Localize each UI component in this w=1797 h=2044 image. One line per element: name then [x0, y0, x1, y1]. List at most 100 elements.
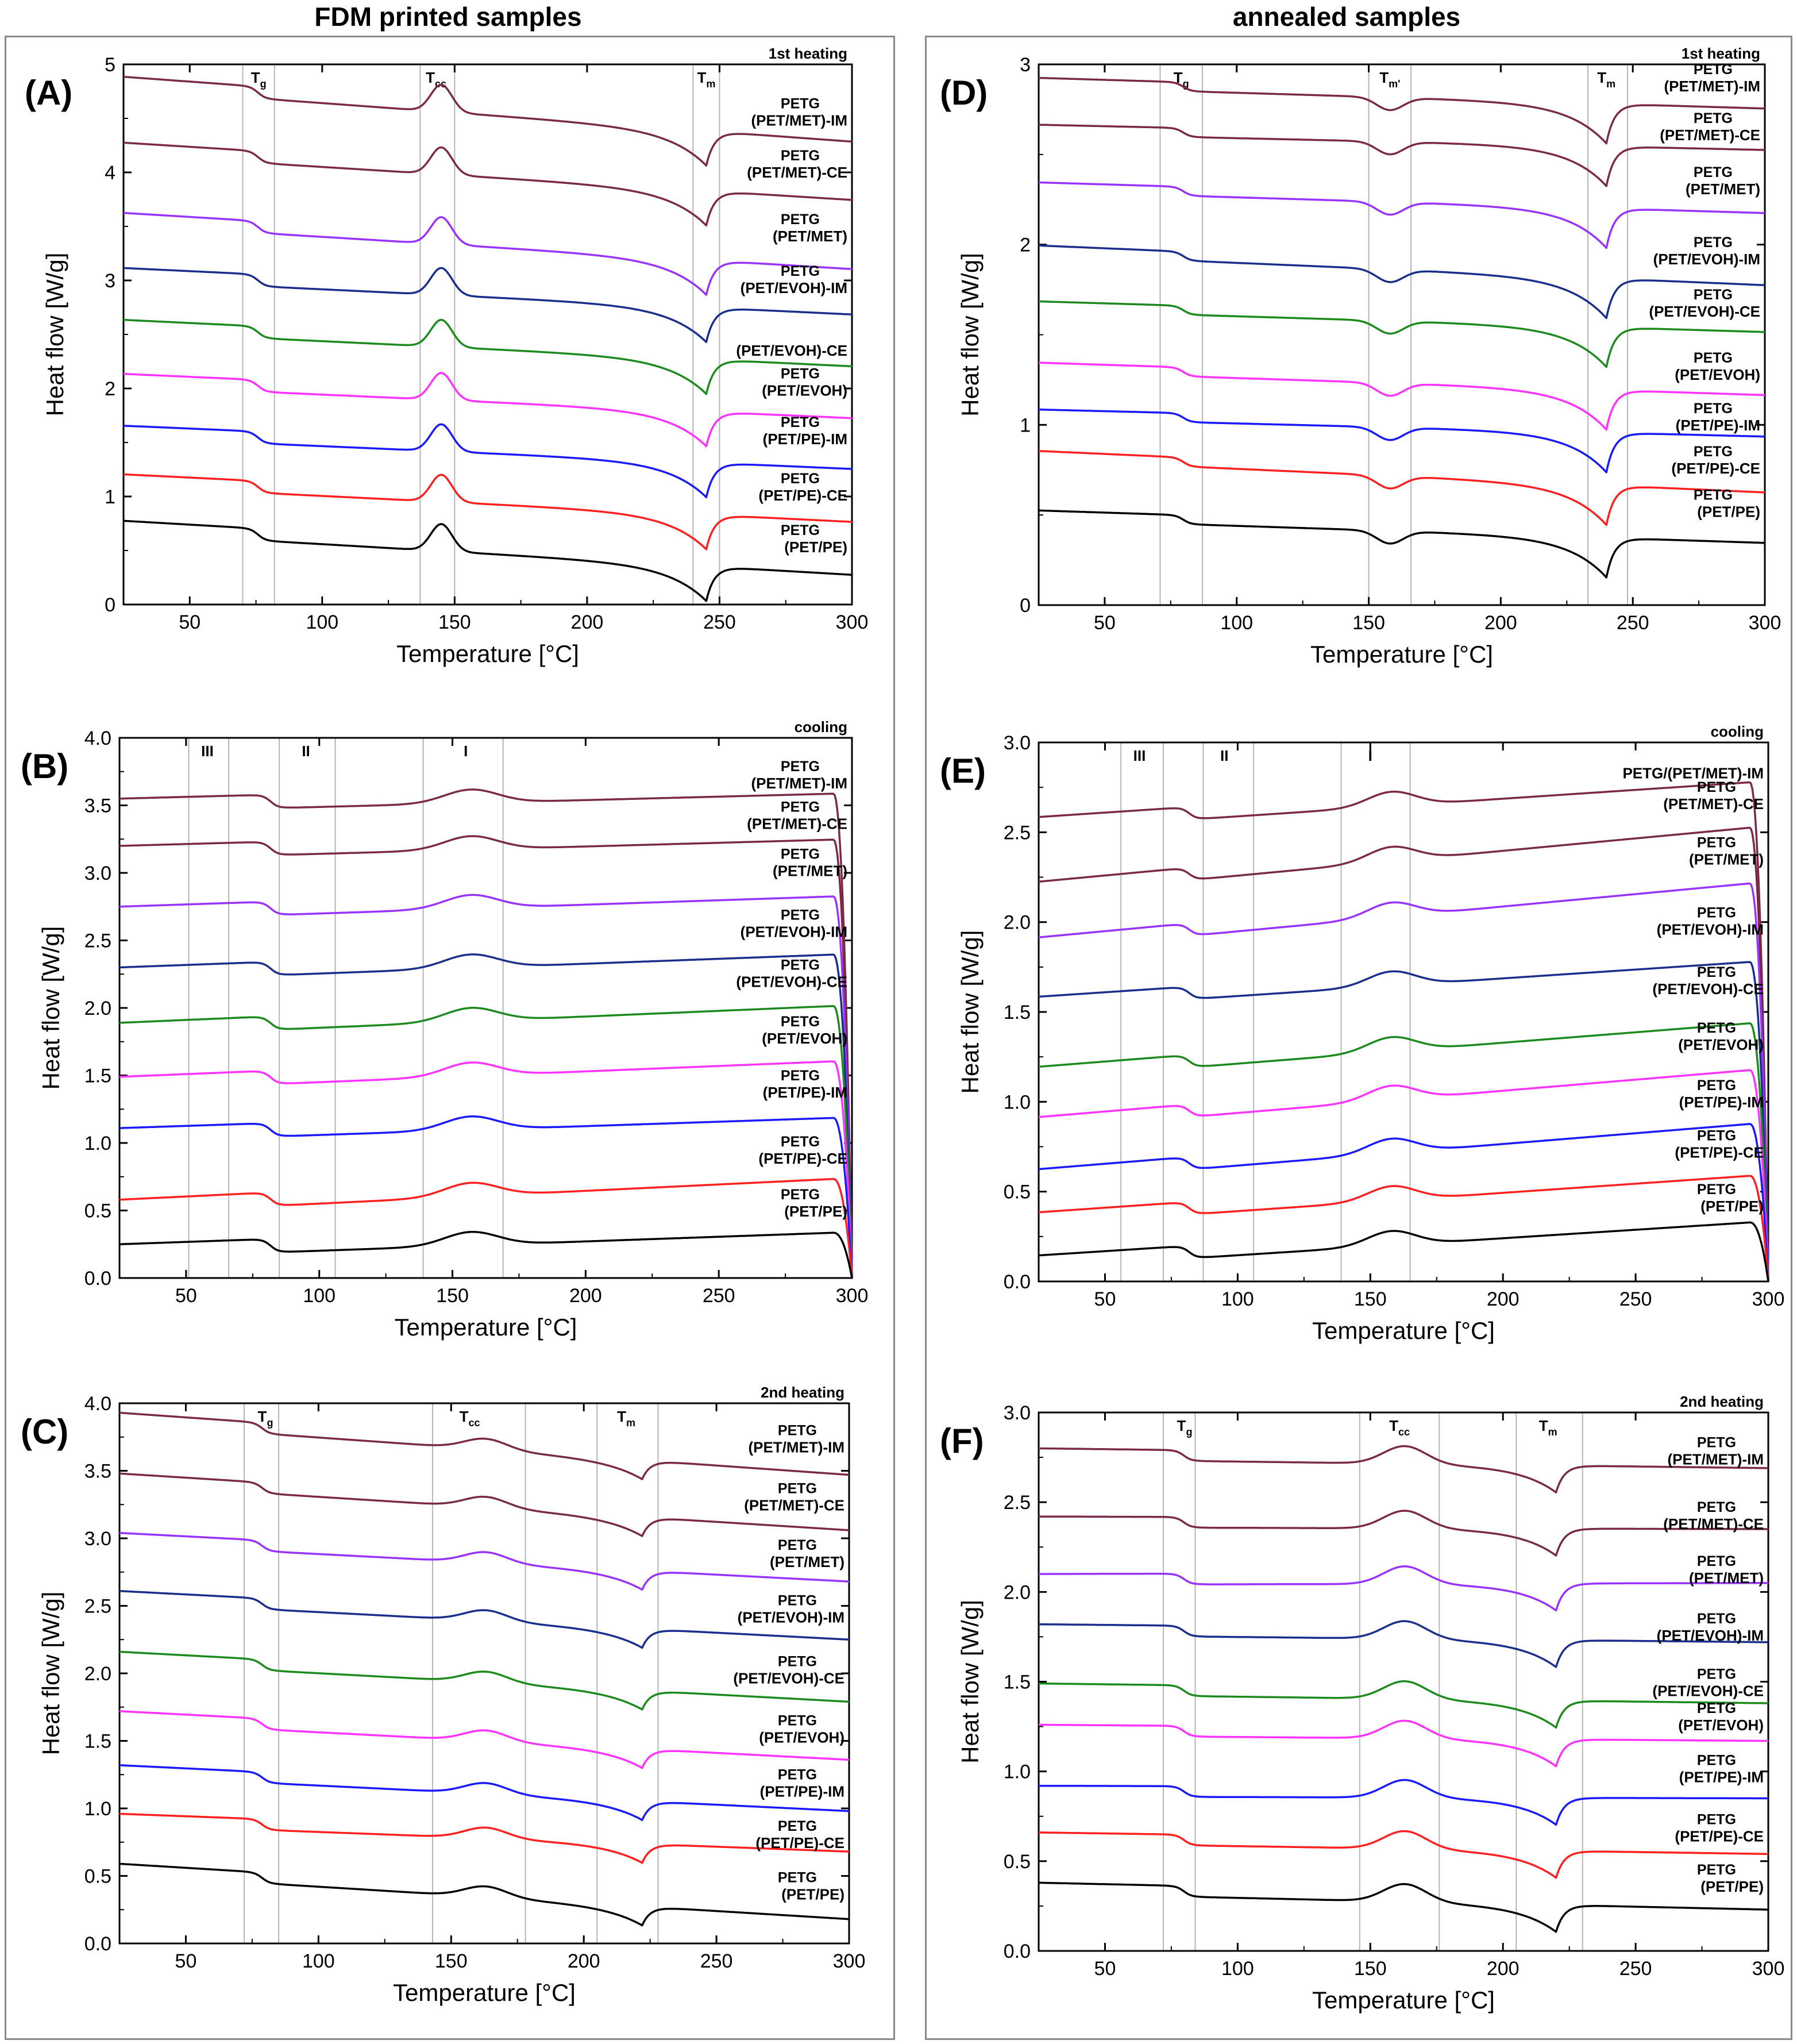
y-tick-label: 3.5 — [84, 795, 111, 817]
series-label-line1: PETG — [1697, 1611, 1736, 1627]
y-tick-label: 3.0 — [1004, 1402, 1031, 1424]
series-label-line1: PETG — [1694, 287, 1733, 303]
series-curve — [1038, 1680, 1768, 1729]
series-label-line1: PETG — [781, 211, 820, 228]
x-axis-label: Temperature [°C] — [1310, 641, 1493, 668]
series-label-line2: (PET/MET)-IM — [748, 1438, 844, 1456]
series-label-line2: (PET/EVOH)-CE — [736, 973, 847, 990]
series-curve — [119, 788, 853, 1279]
y-tick-label: 2.5 — [84, 930, 111, 952]
series-label-line2: (PET/PE) — [784, 538, 847, 556]
series-label-line2: PETG/(PET/MET)-IM — [1622, 765, 1764, 782]
transition-symbol: I — [1368, 747, 1372, 764]
series-label-line2: (PET/EVOH) — [1675, 366, 1760, 383]
series-label-line2: (PET/EVOH)-IM — [738, 1609, 844, 1626]
series-curve — [119, 1231, 853, 1279]
series-label-line1: PETG — [1694, 61, 1733, 78]
series-curve — [1039, 124, 1765, 187]
series-label-line1: PETG — [781, 846, 820, 863]
series-label-line2: (PET/MET)-CE — [1660, 126, 1760, 144]
x-tick-label: 250 — [1619, 1288, 1652, 1310]
series-curve — [1039, 408, 1765, 474]
series-label-line1: PETG — [781, 1187, 820, 1203]
y-tick-label: 0.0 — [84, 1268, 111, 1289]
series-label-line2: (PET/PE)-IM — [760, 1783, 844, 1800]
series-label-line1: PETG — [781, 907, 820, 923]
y-axis-label: Heat flow [W/g] — [37, 926, 64, 1090]
x-tick-label: 250 — [703, 611, 736, 633]
x-tick-label: 50 — [175, 1950, 197, 1972]
y-tick-label: 4.0 — [84, 1393, 111, 1415]
series-curve — [119, 1411, 850, 1480]
panel-A: 50 100 150 200 250 300 0 1 2 3 4 5 Temperature [°C] H… — [25, 45, 868, 667]
x-tick-label: 150 — [1352, 612, 1385, 634]
series-label-line2: (PET/PE) — [784, 1203, 847, 1220]
x-axis-label: Temperature [°C] — [1312, 1987, 1495, 2014]
series-label-line1: PETG — [778, 1481, 817, 1497]
y-tick-label: 3 — [105, 270, 115, 292]
transition-subscript: m — [1548, 1426, 1557, 1438]
series-curve — [119, 1710, 850, 1769]
series-curve — [1039, 1830, 1768, 1879]
plot-frame — [1038, 63, 1766, 606]
series-curve — [119, 1004, 853, 1279]
series-curve — [119, 894, 853, 1279]
series-label-line2: (PET/MET)-CE — [747, 164, 847, 181]
transition-label: Tg — [251, 69, 267, 90]
series-label-line1: PETG — [781, 1068, 820, 1084]
y-tick-label: 2.5 — [1004, 1492, 1031, 1514]
series-curve — [1039, 1620, 1768, 1668]
transition-label: Tm' — [1379, 69, 1400, 90]
series-label-line1: PETG — [1697, 1127, 1736, 1144]
series-curve — [119, 1812, 850, 1864]
transition-subscript: m — [706, 78, 715, 90]
y-tick-label: 0 — [1020, 595, 1031, 617]
series-label-line2: (PET/MET)-IM — [751, 775, 847, 792]
transition-label: I — [1368, 747, 1372, 764]
series-curve — [1039, 1779, 1768, 1826]
panel-label: (C) — [21, 1412, 68, 1451]
series-label-line1: PETG — [778, 1422, 817, 1438]
x-tick-label: 200 — [568, 1950, 600, 1972]
series-label-line2: (PET/EVOH)-CE — [1652, 980, 1764, 998]
series-curve — [1038, 244, 1765, 320]
panel-F: 50 100 150 200 250 300 0.0 0.5 1.0 1.5 2.0 2.5 3.0 Te… — [940, 1393, 1784, 2014]
series-label-line2: (PET/MET)-CE — [1663, 795, 1764, 813]
series-curve — [1038, 76, 1765, 145]
y-tick-label: 1.0 — [84, 1133, 111, 1154]
series-label-line1: PETG — [1697, 1666, 1736, 1683]
series-curve — [1038, 1881, 1769, 1933]
transition-symbol: T — [1389, 1417, 1398, 1434]
y-axis-label: Heat flow [W/g] — [957, 930, 984, 1094]
series-label-line1: PETG — [781, 957, 820, 973]
transition-label: Tm — [617, 1408, 635, 1429]
series-curve — [1038, 450, 1765, 526]
panel-C: 50 100 150 200 250 300 0.0 0.5 1.0 1.5 2.0 2.5 3.0 3.… — [21, 1384, 865, 2006]
transition-subscript: m' — [1389, 78, 1400, 90]
x-tick-label: 150 — [436, 1285, 469, 1307]
y-tick-label: 2.0 — [1004, 912, 1031, 934]
series-curve — [1038, 1022, 1769, 1282]
series-curve — [1038, 961, 1769, 1282]
series-label-line1: PETG — [1697, 964, 1736, 980]
transition-symbol: T — [1597, 69, 1606, 86]
series-curve — [123, 372, 853, 448]
y-tick-label: 1.0 — [1004, 1091, 1031, 1113]
series-label-line2: (PET/PE) — [1700, 1198, 1764, 1215]
series-label-line2: (PET/EVOH)-IM — [741, 923, 847, 940]
series-label-line1: PETG — [781, 799, 820, 815]
y-tick-label: 2 — [1020, 234, 1031, 256]
series-label-line2: (PET/EVOH)-CE — [1652, 1683, 1764, 1700]
panel-label: (F) — [940, 1422, 984, 1460]
x-tick-label: 100 — [303, 1285, 336, 1307]
x-tick-label: 100 — [1220, 612, 1253, 634]
panel-E: 50 100 150 200 250 300 0.0 0.5 1.0 1.5 2.0 2.5 3.0 Te… — [940, 723, 1784, 1344]
series-curve — [123, 75, 853, 167]
y-tick-label: 4 — [105, 162, 115, 184]
series-label-line2: (PET/EVOH)-IM — [1657, 1627, 1764, 1644]
transition-label: Tcc — [460, 1408, 480, 1429]
series-curve — [1038, 781, 1769, 1282]
transition-symbol: T — [258, 1408, 267, 1425]
series-label-line1: PETG — [1697, 1020, 1736, 1036]
series-curve — [119, 1472, 850, 1537]
